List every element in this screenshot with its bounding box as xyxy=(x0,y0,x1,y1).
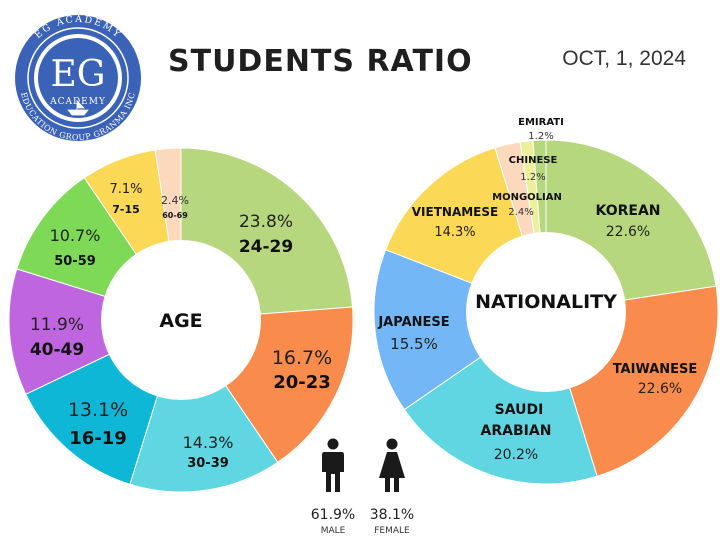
age-pct-30-39: 14.3% xyxy=(183,433,234,452)
logo-ring-line xyxy=(27,27,129,129)
nat-label-chinese: CHINESE xyxy=(509,155,558,166)
nationality-donut-chart: NATIONALITY KOREAN 22.6% TAIWANESE 22.6%… xyxy=(373,117,719,485)
male-pct: 61.9% xyxy=(311,507,355,523)
age-pct-50-59: 10.7% xyxy=(50,226,101,245)
nat-pct-mongolian: 2.4% xyxy=(508,207,533,218)
age-slice-30-39 xyxy=(129,318,279,493)
nat-pct-chinese: 1.2% xyxy=(520,172,545,183)
nat-label-vietnamese: VIETNAMESE xyxy=(412,205,498,219)
nat-pct-saudi: 20.2% xyxy=(494,447,538,463)
nat-label-emirati: EMIRATI xyxy=(518,117,564,128)
male-icon xyxy=(322,438,344,492)
age-pct-24-29: 23.8% xyxy=(239,212,293,232)
age-label-50-59: 50-59 xyxy=(54,254,96,269)
nationality-donut-hole xyxy=(466,232,626,392)
nat-pct-taiwanese: 22.6% xyxy=(638,381,682,397)
nat-label-japanese: JAPANESE xyxy=(377,315,449,330)
eg-academy-logo: EG ACADEMY EDUCATION GROUP GRANMA INC EG… xyxy=(15,14,141,142)
female-pct: 38.1% xyxy=(370,507,414,523)
age-slice-labels: 23.8% 24-29 16.7% 20-23 14.3% 30-39 13.1… xyxy=(30,182,332,471)
age-donut-chart: AGE 23.8% 24-29 16.7% 20-23 14.3% 30-39 … xyxy=(8,147,354,493)
nat-pct-japanese: 15.5% xyxy=(390,335,438,353)
nationality-slice-labels: KOREAN 22.6% TAIWANESE 22.6% SAUDI ARABI… xyxy=(377,117,697,463)
female-icon xyxy=(379,438,405,492)
logo-center xyxy=(38,38,118,118)
page-title: STUDENTS RATIO xyxy=(168,44,473,79)
age-pct-20-23: 16.7% xyxy=(272,347,332,369)
female-label: FEMALE xyxy=(374,526,410,536)
nat-slice-japanese xyxy=(373,249,548,411)
nat-label-taiwanese: TAIWANESE xyxy=(613,362,698,377)
ship-icon xyxy=(67,100,89,116)
nat-pct-vietnamese: 14.3% xyxy=(434,225,475,240)
nat-label-korean: KOREAN xyxy=(595,203,660,219)
nat-label-saudi-line1: SAUDI xyxy=(495,402,544,418)
age-donut-hole xyxy=(101,240,261,400)
logo-letters: EG xyxy=(50,54,105,95)
age-pct-40-49: 11.9% xyxy=(30,315,84,335)
nat-pct-korean: 22.6% xyxy=(606,224,650,240)
age-label-16-19: 16-19 xyxy=(69,428,127,449)
nationality-center-label: NATIONALITY xyxy=(475,291,617,313)
age-slice-40-49 xyxy=(8,268,183,395)
age-pct-7-15: 7.1% xyxy=(109,182,142,197)
age-pct-60-69: 2.4% xyxy=(161,194,189,207)
age-center-label: AGE xyxy=(159,310,202,332)
age-label-40-49: 40-49 xyxy=(30,340,84,360)
age-label-20-23: 20-23 xyxy=(273,372,331,393)
nat-label-saudi-line2: ARABIAN xyxy=(481,423,552,439)
male-label: MALE xyxy=(321,526,346,536)
report-date: OCT, 1, 2024 xyxy=(562,47,686,70)
nat-pct-emirati: 1.2% xyxy=(528,131,553,142)
age-label-60-69: 60-69 xyxy=(162,211,188,220)
nat-label-mongolian: MONGOLIAN xyxy=(492,192,562,203)
age-label-7-15: 7-15 xyxy=(112,203,140,216)
age-label-24-29: 24-29 xyxy=(239,237,293,257)
age-pct-16-19: 13.1% xyxy=(68,399,128,421)
age-label-30-39: 30-39 xyxy=(187,456,229,471)
gender-breakdown: 61.9% MALE 38.1% FEMALE xyxy=(311,438,414,536)
